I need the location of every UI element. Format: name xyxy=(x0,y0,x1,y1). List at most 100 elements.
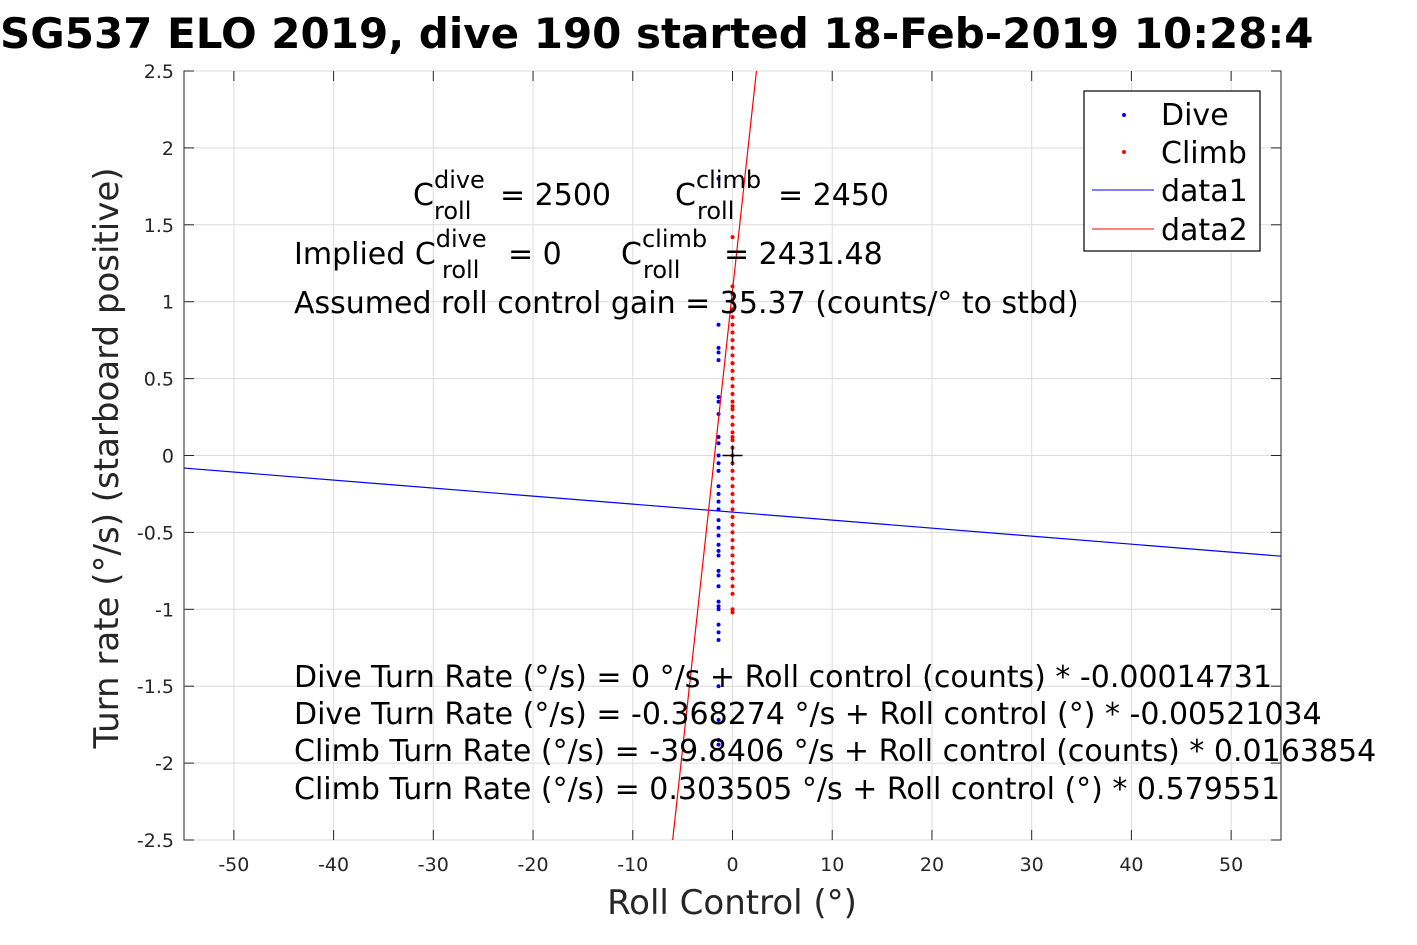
chart-title: SG537 ELO 2019, dive 190 started 18-Feb-… xyxy=(0,9,1313,58)
dive-point xyxy=(716,461,721,466)
y-tick-label: 2.5 xyxy=(144,61,174,83)
dive-point xyxy=(716,568,721,573)
axis-ticks: -50 -40 -30 -20 -10 0 10 20 30 40 50-2.5-2-1.5-1-0… xyxy=(137,61,1281,876)
equation-3: Climb Turn Rate (°/s) = -39.8406 °/s + R… xyxy=(294,734,1376,769)
climb-point xyxy=(730,235,735,240)
dive-point xyxy=(716,742,721,747)
dive-point xyxy=(716,573,721,578)
c-dive-sub: roll xyxy=(434,197,471,225)
implied-prefix: Implied C xyxy=(294,237,436,272)
climb-point xyxy=(730,499,735,504)
dive-point xyxy=(716,345,721,350)
gain-annotation: Assumed roll control gain = 35.37 (count… xyxy=(294,286,1079,321)
implied-annotation: Implied Cdive roll = 0 Cclimb roll = 2431.48 xyxy=(294,225,883,284)
dive-point xyxy=(716,322,721,327)
x-tick-label: 0 xyxy=(726,854,738,876)
dive-point xyxy=(716,630,721,635)
climb-point xyxy=(730,430,735,435)
climb-point xyxy=(730,422,735,427)
dive-point xyxy=(716,622,721,627)
dive-point xyxy=(716,499,721,504)
x-tick-label: -40 xyxy=(318,854,349,876)
y-tick-label: -1.5 xyxy=(137,676,174,698)
c-dive-prefix: C xyxy=(413,178,434,213)
x-tick-label: 30 xyxy=(1020,854,1044,876)
y-tick-label: 0 xyxy=(162,446,174,468)
y-tick-label: 0.5 xyxy=(144,369,174,391)
climb-point xyxy=(730,484,735,489)
climb-point xyxy=(730,353,735,358)
climb-point xyxy=(730,561,735,566)
climb-point xyxy=(730,407,735,412)
x-tick-label: -20 xyxy=(518,854,549,876)
climb-point xyxy=(730,330,735,335)
dive-point xyxy=(716,395,721,400)
implied-climb-prefix: C xyxy=(621,237,642,272)
dive-point xyxy=(716,548,721,553)
c-roll-annotation: Cdive roll = 2500 Cclimb roll = 2450 xyxy=(413,166,889,225)
c-dive-value: = 2500 xyxy=(500,178,611,213)
y-tick-label: 1.5 xyxy=(144,215,174,237)
climb-point xyxy=(730,515,735,520)
dive-point xyxy=(716,435,721,440)
equations: Dive Turn Rate (°/s) = 0 °/s + Roll cont… xyxy=(294,660,1376,807)
x-tick-label: 20 xyxy=(920,854,944,876)
legend-dive-marker xyxy=(1122,113,1126,117)
dive-point xyxy=(716,553,721,558)
y-tick-label: -2 xyxy=(155,753,174,775)
climb-point xyxy=(730,538,735,543)
climb-point xyxy=(730,507,735,512)
data-marks xyxy=(184,71,1281,840)
legend-box xyxy=(1083,90,1261,252)
climb-point xyxy=(730,545,735,550)
x-tick-label: -50 xyxy=(218,854,249,876)
climb-point xyxy=(730,607,735,612)
equation-1: Dive Turn Rate (°/s) = 0 °/s + Roll cont… xyxy=(294,660,1272,695)
x-tick-label: -10 xyxy=(617,854,648,876)
dive-point xyxy=(716,604,721,609)
legend-climb-label: Climb xyxy=(1161,136,1247,171)
climb-point xyxy=(730,522,735,527)
x-tick-label: 10 xyxy=(820,854,844,876)
climb-point xyxy=(730,438,735,443)
implied-climb-sup: climb xyxy=(642,225,707,253)
climb-point xyxy=(730,376,735,381)
dive-point xyxy=(716,358,721,363)
y-axis-label: Turn rate (°/s) (starboard positive) xyxy=(87,167,127,749)
legend-data2-label: data2 xyxy=(1161,213,1248,248)
climb-point xyxy=(730,307,735,312)
dive-point xyxy=(716,441,721,446)
dive-point xyxy=(716,584,721,589)
equation-4: Climb Turn Rate (°/s) = 0.303505 °/s + R… xyxy=(294,772,1280,807)
x-axis-label: Roll Control (°) xyxy=(607,883,857,923)
dive-point xyxy=(716,518,721,523)
climb-point xyxy=(730,322,735,327)
dive-point xyxy=(716,468,721,473)
implied-climb-sub: roll xyxy=(643,256,680,284)
dive-point xyxy=(716,491,721,496)
c-climb-prefix: C xyxy=(675,178,696,213)
climb-point xyxy=(730,345,735,350)
dive-point xyxy=(716,684,721,689)
climb-point xyxy=(730,384,735,389)
climb-point xyxy=(730,361,735,366)
c-dive-sup: dive xyxy=(434,166,485,194)
equation-2: Dive Turn Rate (°/s) = -0.368274 °/s + R… xyxy=(294,697,1322,732)
dive-point xyxy=(716,718,721,723)
legend: Dive Climb data1 data2 xyxy=(1083,90,1261,252)
climb-point xyxy=(730,584,735,589)
implied-dive-value: = 0 xyxy=(508,237,562,272)
climb-point xyxy=(730,415,735,420)
data2-fit-line xyxy=(672,71,758,840)
legend-climb-marker xyxy=(1122,150,1126,154)
x-tick-label: 40 xyxy=(1119,854,1143,876)
climb-point xyxy=(730,576,735,581)
y-tick-label: -0.5 xyxy=(137,522,174,544)
climb-point xyxy=(730,553,735,558)
climb-point xyxy=(730,399,735,404)
y-tick-label: -2.5 xyxy=(137,830,174,852)
dive-point xyxy=(716,484,721,489)
